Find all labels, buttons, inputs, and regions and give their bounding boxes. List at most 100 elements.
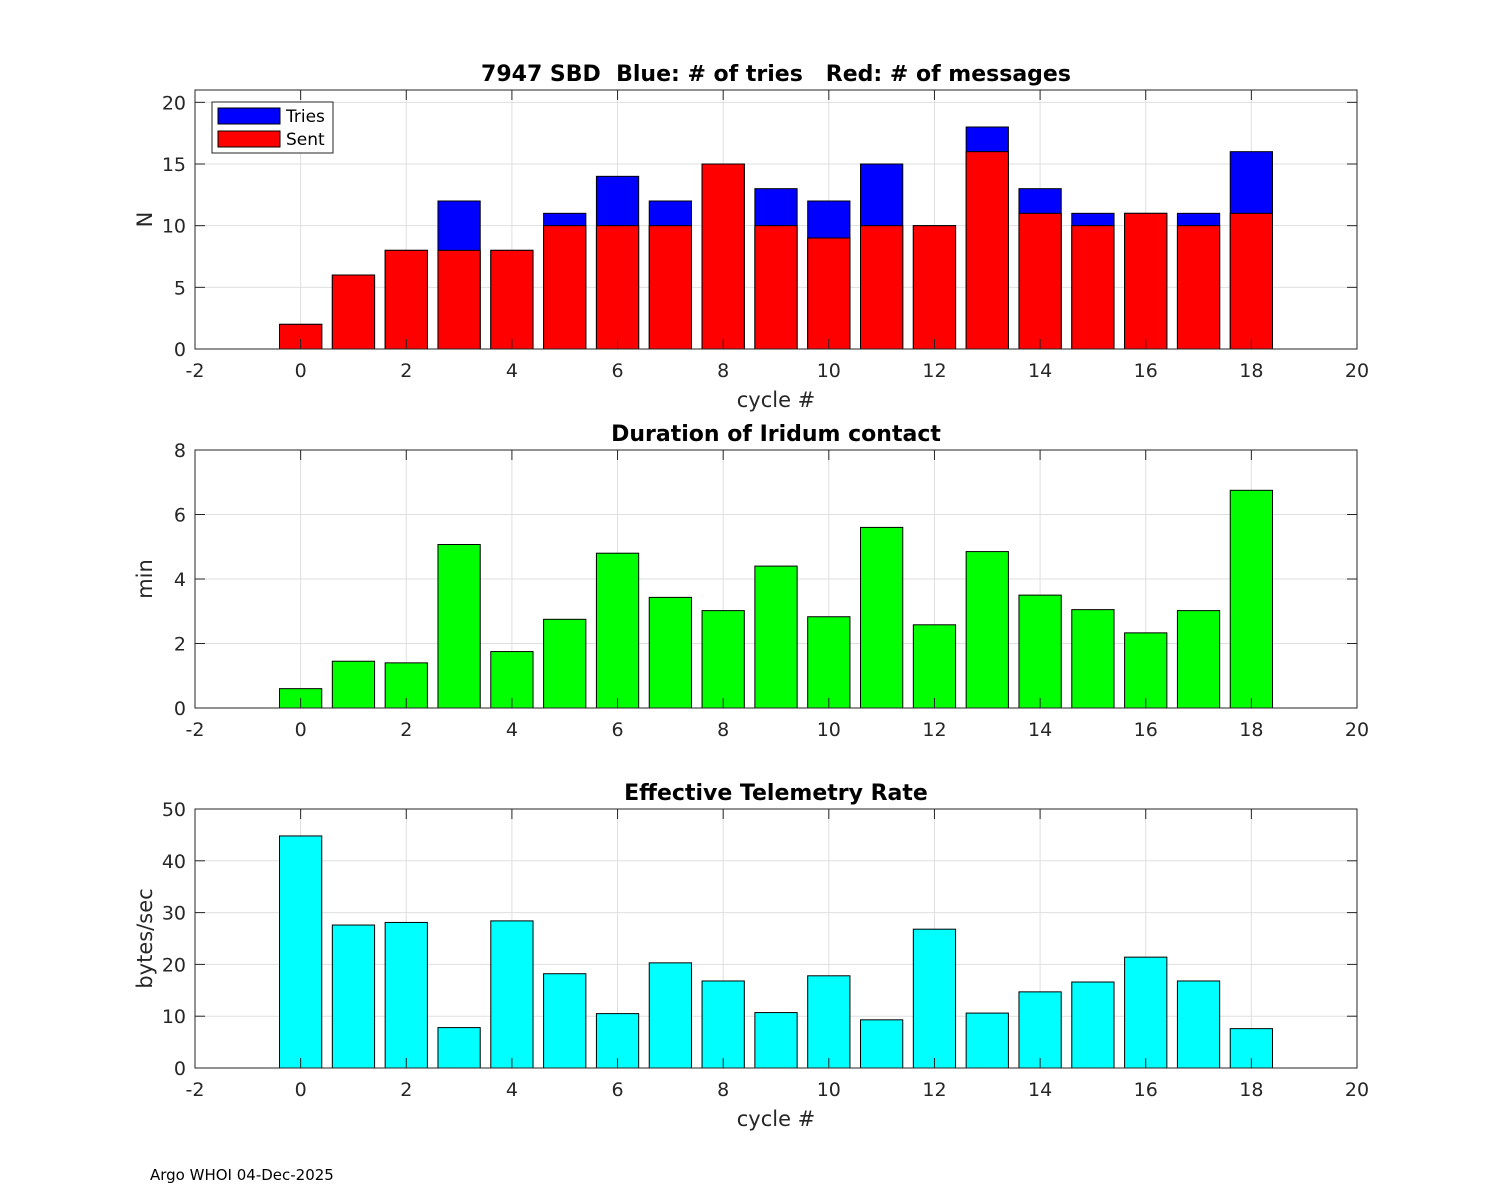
- footer-credit: Argo WHOI 04-Dec-2025: [150, 1166, 334, 1184]
- x-tick-label: 8: [717, 360, 729, 382]
- x-tick-label: 16: [1134, 1079, 1158, 1101]
- x-tick-label: 4: [506, 719, 518, 741]
- bar-duration-cycle-11: [860, 526, 904, 709]
- bar-rate-cycle-16: [1124, 956, 1168, 1069]
- x-tick-label: -2: [186, 360, 205, 382]
- legend-swatch-tries: [217, 107, 281, 125]
- bar-sent-cycle-13: [965, 151, 1009, 350]
- y-tick-label: 10: [162, 1006, 186, 1028]
- legend-label-tries: Tries: [285, 107, 325, 127]
- bar-sent-cycle-5: [543, 225, 587, 350]
- chart-title: Effective Telemetry Rate: [624, 781, 928, 806]
- bar-sent-cycle-3: [437, 249, 481, 350]
- y-tick-label: 0: [174, 1058, 186, 1080]
- x-tick-label: 14: [1028, 1079, 1052, 1101]
- chart-title: 7947 SBD Blue: # of tries Red: # of mess…: [481, 62, 1071, 87]
- bar-sent-cycle-16: [1124, 212, 1168, 350]
- bar-rate-cycle-11: [860, 1019, 904, 1069]
- x-tick-label: 0: [295, 719, 307, 741]
- y-axis-label: N: [133, 212, 157, 228]
- x-tick-label: 8: [717, 719, 729, 741]
- axes-box: [194, 808, 1358, 1069]
- x-tick-label: 10: [817, 1079, 841, 1101]
- bar-rate-cycle-14: [1018, 991, 1062, 1069]
- y-tick-label: 10: [162, 216, 186, 238]
- y-tick-label: 50: [162, 799, 186, 821]
- x-tick-label: 12: [922, 719, 946, 741]
- bar-duration-cycle-14: [1018, 594, 1062, 709]
- x-tick-label: 12: [922, 1079, 946, 1101]
- y-tick-label: 15: [162, 154, 186, 176]
- bar-duration-cycle-10: [807, 616, 851, 709]
- x-tick-label: 0: [295, 1079, 307, 1101]
- x-tick-label: -2: [186, 719, 205, 741]
- bar-rate-cycle-15: [1071, 981, 1115, 1069]
- bar-duration-cycle-12: [912, 624, 957, 709]
- bar-rate-cycle-2: [384, 921, 428, 1069]
- chart-title: Duration of Iridum contact: [611, 422, 941, 447]
- x-tick-label: 10: [817, 719, 841, 741]
- x-tick-label: 0: [295, 360, 307, 382]
- bar-duration-cycle-5: [543, 618, 587, 709]
- bar-rate-cycle-3: [437, 1027, 481, 1069]
- x-axis-label: cycle #: [737, 1107, 816, 1131]
- bar-sent-cycle-10: [807, 237, 851, 350]
- bar-duration-cycle-16: [1124, 632, 1168, 709]
- bar-duration-cycle-3: [437, 543, 481, 709]
- legend-swatch-sent: [217, 130, 281, 148]
- bar-sent-cycle-14: [1018, 212, 1062, 350]
- x-tick-label: 14: [1028, 360, 1052, 382]
- bar-sent-cycle-9: [754, 225, 798, 350]
- y-tick-label: 4: [174, 569, 186, 591]
- x-tick-label: 6: [611, 719, 623, 741]
- bar-sent-cycle-2: [384, 249, 428, 350]
- x-tick-label: 2: [400, 360, 412, 382]
- x-tick-label: 10: [817, 360, 841, 382]
- x-tick-label: 18: [1239, 1079, 1263, 1101]
- y-tick-label: 8: [174, 440, 186, 462]
- y-tick-label: 0: [174, 698, 186, 720]
- x-tick-label: 8: [717, 1079, 729, 1101]
- bar-duration-cycle-7: [648, 596, 692, 709]
- bar-sent-cycle-8: [701, 163, 745, 350]
- legend: Tries Sent: [211, 101, 334, 154]
- y-tick-label: 6: [174, 505, 186, 527]
- bar-sent-cycle-12: [912, 225, 957, 350]
- x-tick-label: 12: [922, 360, 946, 382]
- x-tick-label: 18: [1239, 719, 1263, 741]
- bar-rate-cycle-10: [807, 975, 851, 1069]
- bar-duration-cycle-9: [754, 565, 798, 709]
- x-tick-label: 20: [1345, 360, 1369, 382]
- bar-sent-cycle-6: [595, 225, 640, 350]
- x-tick-label: 16: [1134, 719, 1158, 741]
- x-tick-label: 4: [506, 1079, 518, 1101]
- telemetry-rate-chart: -2 0 2 4 6 8 10 12 14 16 18 2001020304050Effective …: [133, 781, 1369, 1131]
- x-tick-label: 20: [1345, 719, 1369, 741]
- bar-duration-cycle-8: [701, 610, 745, 709]
- bar-duration-cycle-18: [1229, 489, 1273, 709]
- y-tick-label: 2: [174, 634, 186, 656]
- bar-rate-cycle-5: [543, 973, 587, 1069]
- bar-rate-cycle-12: [912, 928, 957, 1069]
- bar-sent-cycle-1: [331, 274, 376, 350]
- x-tick-label: 18: [1239, 360, 1263, 382]
- bar-rate-cycle-17: [1176, 980, 1221, 1069]
- bar-rate-cycle-13: [965, 1012, 1009, 1069]
- bar-sent-cycle-17: [1176, 225, 1221, 350]
- y-tick-label: 5: [174, 277, 186, 299]
- x-tick-label: 2: [400, 1079, 412, 1101]
- bar-duration-cycle-17: [1176, 610, 1221, 709]
- bar-duration-cycle-1: [331, 660, 376, 709]
- x-tick-label: 4: [506, 360, 518, 382]
- bar-rate-cycle-9: [754, 1012, 798, 1069]
- x-tick-label: 2: [400, 719, 412, 741]
- x-axis-label: cycle #: [737, 388, 816, 412]
- bar-duration-cycle-15: [1071, 609, 1115, 709]
- legend-label-sent: Sent: [286, 130, 325, 150]
- bar-rate-cycle-7: [648, 962, 692, 1069]
- bar-sent-cycle-4: [490, 249, 534, 350]
- x-tick-label: 6: [611, 1079, 623, 1101]
